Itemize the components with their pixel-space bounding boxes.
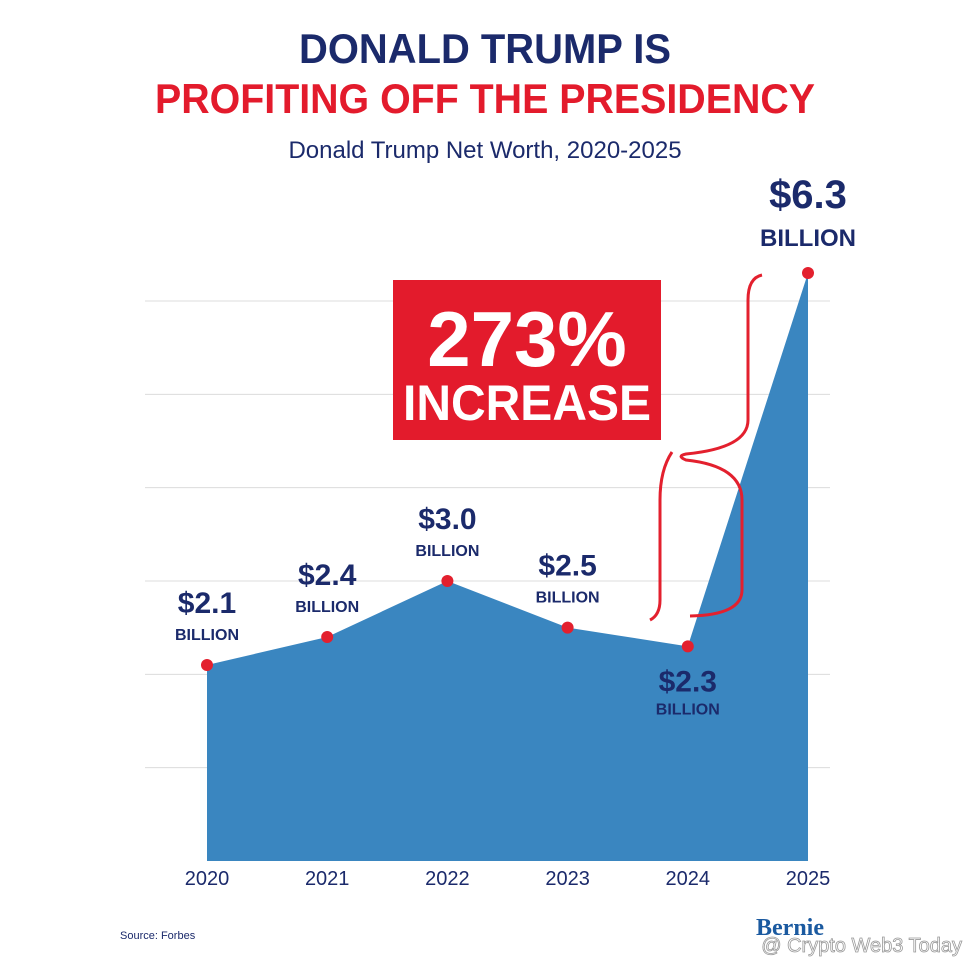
value-label: $2.3 BILLION: [656, 665, 720, 718]
x-tick-label: 2025: [786, 868, 831, 890]
x-tick-label: 2021: [305, 868, 350, 890]
x-tick-label: 2024: [666, 868, 711, 890]
logo: Bernie: [756, 915, 824, 941]
x-tick-label: 2020: [185, 868, 230, 890]
watermark: @ Crypto Web3 Today: [761, 935, 962, 957]
annotation-text: INCREASE: [403, 375, 651, 431]
value-label: $3.0 BILLION: [415, 503, 479, 560]
chart-title: DONALD TRUMP IS: [299, 25, 671, 72]
value-label: $2.1 BILLION: [175, 587, 239, 644]
brace: [679, 273, 763, 618]
data-point: [321, 631, 334, 643]
data-point: [681, 640, 694, 653]
brace-lower: [649, 451, 674, 622]
area: [207, 273, 808, 861]
annotation-box: [393, 280, 661, 440]
value-label: $6.3 BILLION: [760, 173, 856, 252]
x-tick-label: 2023: [545, 868, 590, 890]
data-point: [201, 659, 213, 671]
source: Source: Forbes: [120, 930, 196, 942]
value-label: $2.5 BILLION: [536, 550, 600, 607]
chart-subtitle: Donald Trump Net Worth, 2020-2025: [288, 137, 681, 164]
plot: 2020 $2.1 BILLION 2021 $2.4 BILLION 2022 $3.0 BI…: [175, 173, 856, 890]
value-label: $2.4 BILLION: [295, 559, 359, 616]
x-tick-label: 2022: [425, 868, 470, 890]
data-point: [802, 267, 814, 279]
data-point: [561, 621, 574, 634]
chart-title-line2: PROFITING OFF THE PRESIDENCY: [155, 75, 815, 122]
annotation-text: 273%: [427, 295, 627, 383]
data-point: [441, 575, 454, 587]
